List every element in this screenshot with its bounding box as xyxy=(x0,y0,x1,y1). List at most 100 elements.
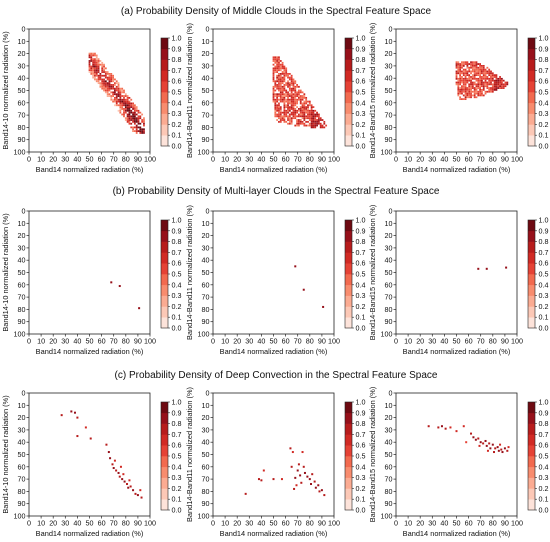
density-cell xyxy=(135,113,138,116)
y-tick-label: 0 xyxy=(389,25,393,34)
data-point xyxy=(462,425,465,428)
density-cell xyxy=(121,98,124,101)
density-cell xyxy=(477,81,480,84)
density-cell xyxy=(278,80,280,83)
density-cell xyxy=(281,115,284,118)
density-cell xyxy=(462,79,465,82)
data-point xyxy=(89,437,92,440)
x-tick-label: 40 xyxy=(440,519,448,528)
density-cell xyxy=(126,102,129,105)
density-cell xyxy=(294,96,297,99)
density-cell xyxy=(119,93,122,96)
density-cell xyxy=(299,119,302,121)
density-cell xyxy=(278,109,280,112)
y-tick-label: 10 xyxy=(385,219,393,228)
y-tick-label: 100 xyxy=(198,512,210,521)
density-cell xyxy=(288,108,291,110)
data-point xyxy=(119,465,122,468)
x-tick-label: 70 xyxy=(294,519,302,528)
density-cell xyxy=(461,79,463,82)
density-cell xyxy=(274,93,277,96)
colorbar-tick-label: 0.6 xyxy=(172,259,182,268)
density-cell xyxy=(88,60,91,62)
density-cell xyxy=(490,79,492,82)
density-cell xyxy=(130,115,133,118)
colorbar-segment xyxy=(345,124,352,136)
density-cell xyxy=(97,58,100,61)
density-cell xyxy=(287,122,289,125)
density-cell xyxy=(486,90,489,93)
density-cell xyxy=(281,87,284,90)
colorbar-segment xyxy=(161,230,168,242)
density-cell xyxy=(124,119,127,121)
density-cell xyxy=(459,77,462,80)
density-cell xyxy=(281,93,284,96)
data-marks xyxy=(88,52,145,134)
density-cell xyxy=(491,77,494,80)
density-cell xyxy=(95,61,98,64)
density-cell xyxy=(292,106,295,109)
density-cell xyxy=(290,120,293,123)
density-cell xyxy=(279,82,282,85)
density-cell xyxy=(124,93,127,96)
colorbar-segment xyxy=(345,295,352,307)
density-cell xyxy=(88,54,91,57)
x-tick-label: 60 xyxy=(465,155,473,164)
density-cell xyxy=(279,76,282,79)
density-cell xyxy=(491,74,494,77)
density-cell xyxy=(103,78,105,81)
colorbar: 0.00.10.20.30.40.50.60.70.80.91.0 xyxy=(344,216,366,333)
density-cell xyxy=(290,80,293,83)
density-cell xyxy=(484,85,487,88)
density-cell xyxy=(312,119,315,121)
x-tick-label: 90 xyxy=(134,155,142,164)
density-cell xyxy=(288,106,291,109)
density-cell xyxy=(115,102,118,105)
x-tick-label: 10 xyxy=(404,519,412,528)
density-cell xyxy=(499,77,501,80)
density-cell xyxy=(493,85,496,88)
density-cell xyxy=(112,93,114,96)
colorbar-tick-label: 0.4 xyxy=(356,462,366,471)
density-cell xyxy=(287,102,289,105)
data-point xyxy=(122,473,125,476)
density-cell xyxy=(486,83,489,86)
density-cell xyxy=(278,89,280,92)
data-point xyxy=(112,467,115,470)
density-cell xyxy=(279,95,282,97)
density-cell xyxy=(97,67,100,70)
density-cell xyxy=(112,85,114,88)
density-cell xyxy=(470,90,472,93)
density-cell xyxy=(303,95,306,97)
density-cell xyxy=(481,88,483,91)
density-cell xyxy=(117,104,120,107)
density-cell xyxy=(278,85,280,88)
density-cell xyxy=(459,72,462,75)
density-cell xyxy=(466,92,469,95)
density-cell xyxy=(101,85,104,88)
density-cell xyxy=(471,83,474,86)
density-cell xyxy=(470,94,472,97)
colorbar-segment xyxy=(528,70,535,82)
density-cell xyxy=(307,104,309,107)
colorbar-segment xyxy=(345,306,352,318)
density-cell xyxy=(110,91,113,94)
data-point xyxy=(482,442,485,445)
density-cell xyxy=(112,100,114,103)
colorbar-segment xyxy=(345,412,352,424)
y-tick-label: 20 xyxy=(18,413,26,422)
y-tick-label: 60 xyxy=(18,98,26,107)
colorbar-tick-label: 0.9 xyxy=(356,44,366,53)
density-cell xyxy=(281,111,284,114)
x-tick-label: 90 xyxy=(134,337,142,346)
density-cell xyxy=(464,77,467,80)
density-cell xyxy=(141,120,144,123)
x-tick-label: 70 xyxy=(477,337,485,346)
density-cell xyxy=(290,91,293,94)
density-cell xyxy=(88,52,91,55)
density-cell xyxy=(468,87,471,89)
density-cell xyxy=(278,63,280,66)
density-cell xyxy=(90,65,93,68)
density-cell xyxy=(283,71,286,73)
density-cell xyxy=(298,93,300,96)
